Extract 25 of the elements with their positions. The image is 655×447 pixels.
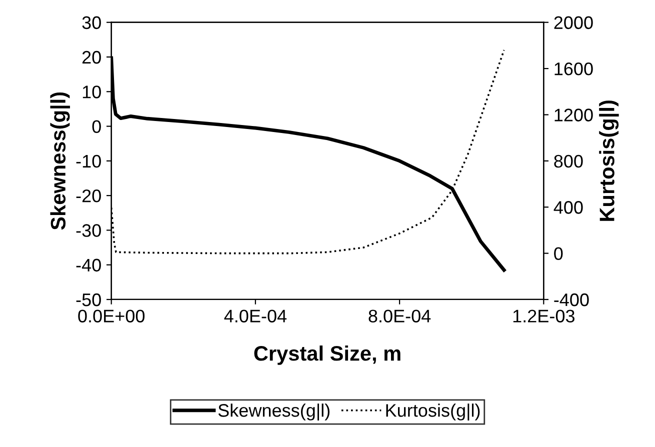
x-tick-label: 0.0E+00	[78, 310, 145, 322]
y-tick-label: -40	[76, 258, 101, 272]
legend-label: Skewness(g|l)	[218, 404, 330, 420]
x-tick-label: 4.0E-04	[224, 310, 287, 322]
x-tick-label: 8.0E-04	[368, 310, 431, 322]
y-tick-label: 30	[82, 16, 101, 30]
y2-tick-label: -400	[554, 293, 589, 306]
y-tick-label: 0	[92, 120, 101, 133]
legend-label: Kurtosis(g|l)	[386, 404, 480, 420]
y-tick-label: 10	[82, 86, 101, 98]
y-tick-label: 20	[82, 50, 101, 64]
x-tick-label: 1.2E-03	[513, 310, 574, 322]
y-axis-title: Skewness(g|l)	[50, 92, 70, 230]
y2-tick-label: 1600	[554, 62, 593, 76]
x-axis-title: Crystal Size, m	[254, 345, 400, 365]
y2-tick-label: 800	[554, 154, 583, 168]
y2-tick-label: 1200	[554, 108, 593, 122]
y-tick-label: -30	[76, 224, 101, 237]
y2-tick-label: 400	[554, 201, 583, 214]
y-tick-label: -20	[76, 189, 101, 202]
y2-tick-label: 2000	[554, 16, 593, 30]
y-tick-label: -50	[76, 293, 101, 306]
y2-axis-title: Kurtosis(g|l)	[599, 100, 619, 221]
y2-tick-label: 0	[554, 247, 563, 260]
y-tick-label: -10	[76, 154, 101, 168]
